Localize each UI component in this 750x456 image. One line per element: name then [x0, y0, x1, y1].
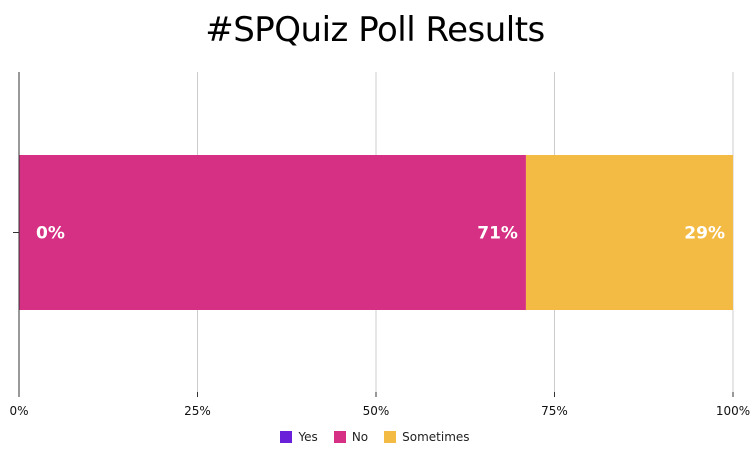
legend-label: No — [351, 430, 369, 444]
bar-segment-sometimes — [525, 155, 733, 310]
legend: Yes No Sometimes — [0, 430, 750, 444]
axes: 0% 25% 50% 75% 100% — [9, 72, 750, 418]
chart-title: #SPQuiz Poll Results — [205, 10, 545, 50]
legend-item-yes[interactable]: Yes — [280, 430, 318, 444]
data-labels: 0% 71% 29% — [36, 224, 725, 244]
data-label-no: 71% — [477, 224, 518, 244]
x-tick-label: 0% — [9, 404, 28, 418]
data-label-yes: 0% — [36, 224, 65, 244]
x-tick-label: 100% — [716, 404, 750, 418]
x-tick-label: 50% — [363, 404, 390, 418]
x-tick-label: 75% — [541, 404, 568, 418]
bar-segment-no — [19, 155, 526, 310]
legend-label: Yes — [298, 430, 318, 444]
legend-swatch — [280, 431, 293, 443]
bars — [19, 155, 733, 310]
legend-swatch — [333, 431, 346, 443]
legend-label: Sometimes — [402, 430, 470, 444]
legend-item-no[interactable]: No — [333, 430, 369, 444]
legend-item-sometimes[interactable]: Sometimes — [384, 430, 470, 444]
x-tick-label: 25% — [184, 404, 211, 418]
data-label-sometimes: 29% — [684, 224, 725, 244]
legend-swatch — [384, 431, 397, 443]
